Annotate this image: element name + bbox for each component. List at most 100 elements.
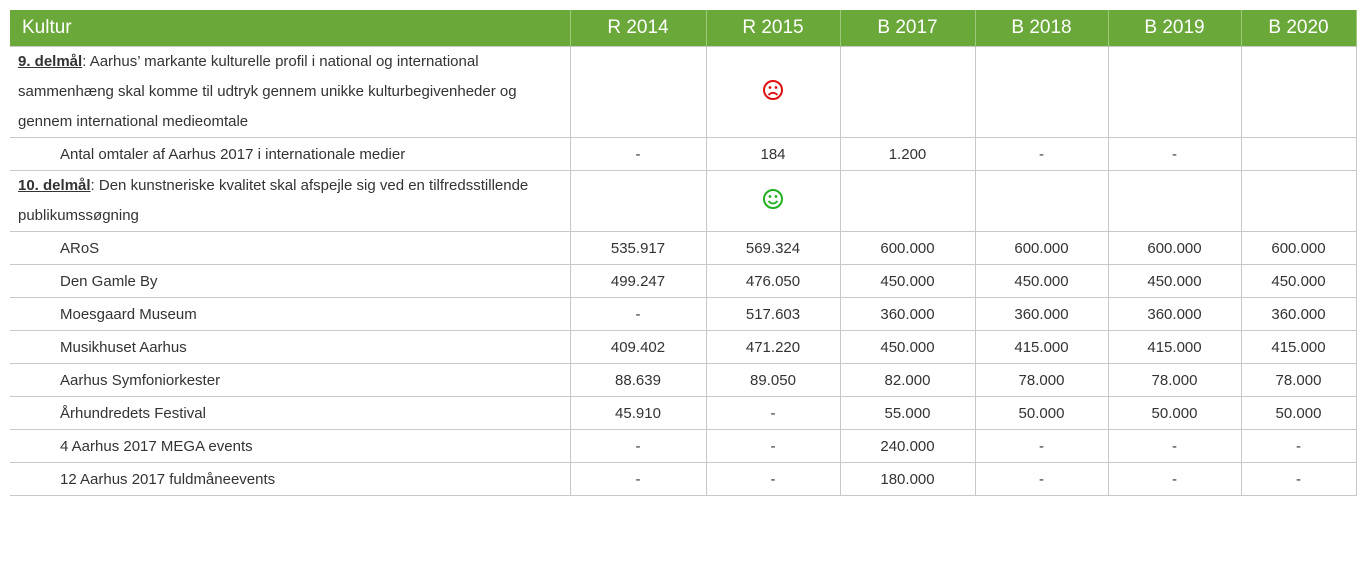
- goal-empty-cell: [840, 46, 976, 138]
- goal-empty-cell: [1108, 46, 1242, 138]
- value-cell: 180.000: [840, 462, 976, 496]
- data-row: ARoS 535.917 569.324 600.000 600.000 600.000 6…: [10, 231, 1357, 265]
- goal-empty-cell: [570, 46, 707, 138]
- goal-empty-cell: [1108, 170, 1242, 232]
- value-cell: -: [1108, 137, 1242, 171]
- value-cell: 88.639: [570, 363, 707, 397]
- goal-label: 10. delmål: [18, 177, 91, 194]
- value-cell: 600.000: [1108, 231, 1242, 265]
- value-cell: 89.050: [706, 363, 841, 397]
- value-cell: 450.000: [840, 264, 976, 298]
- value-cell: -: [1241, 429, 1357, 463]
- goal-empty-cell: [840, 170, 976, 232]
- value-cell: -: [570, 297, 707, 331]
- row-name: 4 Aarhus 2017 MEGA events: [10, 429, 571, 463]
- value-cell: 1.200: [840, 137, 976, 171]
- goal-description: : Aarhus’ markante kulturelle profil i n…: [18, 53, 517, 130]
- value-cell: 415.000: [1241, 330, 1357, 364]
- row-name: Den Gamle By: [10, 264, 571, 298]
- value-cell: 360.000: [1241, 297, 1357, 331]
- value-cell: -: [706, 429, 841, 463]
- value-cell: 360.000: [975, 297, 1109, 331]
- row-name: Århundredets Festival: [10, 396, 571, 430]
- row-name: 12 Aarhus 2017 fuldmåneevents: [10, 462, 571, 496]
- value-cell: 78.000: [1108, 363, 1242, 397]
- table: Kultur R 2014 R 2015 B 2017 B 2018 B 2019 B 20…: [10, 10, 1357, 496]
- header-cell: B 2018: [975, 10, 1109, 47]
- status-icon: [763, 80, 783, 100]
- value-cell: 600.000: [840, 231, 976, 265]
- row-name: Musikhuset Aarhus: [10, 330, 571, 364]
- goal-description: : Den kunstneriske kvalitet skal afspejl…: [18, 177, 529, 224]
- goal-empty-cell: [570, 170, 707, 232]
- data-row: Musikhuset Aarhus 409.402 471.220 450.000 41…: [10, 330, 1357, 364]
- value-cell: 50.000: [1108, 396, 1242, 430]
- value-cell: 360.000: [840, 297, 976, 331]
- header-cell: R 2015: [706, 10, 841, 47]
- value-cell: 600.000: [975, 231, 1109, 265]
- goal-empty-cell: [706, 46, 841, 138]
- goal-empty-cell: [706, 170, 841, 232]
- value-cell: 55.000: [840, 396, 976, 430]
- value-cell: 50.000: [1241, 396, 1357, 430]
- value-cell: 415.000: [1108, 330, 1242, 364]
- value-cell: 499.247: [570, 264, 707, 298]
- goal-row: 10. delmål: Den kunstneriske kvalitet sk…: [10, 170, 1357, 232]
- goal-row: 9. delmål: Aarhus’ markante kulturelle p…: [10, 46, 1357, 138]
- header-cell: R 2014: [570, 10, 707, 47]
- goal-empty-cell: [1241, 170, 1357, 232]
- value-cell: 450.000: [975, 264, 1109, 298]
- empty-cell: [1241, 137, 1357, 171]
- value-cell: -: [570, 429, 707, 463]
- value-cell: -: [975, 429, 1109, 463]
- header-cell: Kultur: [10, 10, 571, 47]
- goal-empty-cell: [1241, 46, 1357, 138]
- value-cell: 45.910: [570, 396, 707, 430]
- value-cell: -: [706, 396, 841, 430]
- data-row: Århundredets Festival 45.910-55.000 50.000…: [10, 396, 1357, 430]
- goal-label: 9. delmål: [18, 53, 83, 70]
- goal-cell: 9. delmål: Aarhus’ markante kulturelle p…: [10, 46, 571, 138]
- value-cell: 184: [706, 137, 841, 171]
- value-cell: 450.000: [1108, 264, 1242, 298]
- value-cell: 569.324: [706, 231, 841, 265]
- header-cell: B 2020: [1241, 10, 1357, 47]
- data-row: Antal omtaler af Aarhus 2017 i internati…: [10, 137, 1357, 171]
- data-row: Den Gamle By 499.247 476.050 450.000 450.000…: [10, 264, 1357, 298]
- value-cell: 471.220: [706, 330, 841, 364]
- data-row: Aarhus Symfoniorkester 88.639 89.050 82.000…: [10, 363, 1357, 397]
- value-cell: -: [706, 462, 841, 496]
- value-cell: -: [570, 462, 707, 496]
- data-row: 12 Aarhus 2017 fuldmåneevents - -180.000- -…: [10, 462, 1357, 496]
- goal-text: 9. delmål: Aarhus’ markante kulturelle p…: [18, 47, 538, 137]
- row-name: ARoS: [10, 231, 571, 265]
- goal-text: 10. delmål: Den kunstneriske kvalitet sk…: [18, 171, 538, 231]
- value-cell: 450.000: [1241, 264, 1357, 298]
- header-row: Kultur R 2014 R 2015 B 2017 B 2018 B 2019 B 20…: [10, 10, 1357, 47]
- value-cell: 517.603: [706, 297, 841, 331]
- value-cell: -: [975, 462, 1109, 496]
- goal-cell: 10. delmål: Den kunstneriske kvalitet sk…: [10, 170, 571, 232]
- value-cell: -: [1241, 462, 1357, 496]
- value-cell: -: [975, 137, 1109, 171]
- header-cell: B 2017: [840, 10, 976, 47]
- table-body: 9. delmål: Aarhus’ markante kulturelle p…: [10, 46, 1357, 496]
- value-cell: 450.000: [840, 330, 976, 364]
- value-cell: -: [570, 137, 707, 171]
- value-cell: 415.000: [975, 330, 1109, 364]
- row-name: Aarhus Symfoniorkester: [10, 363, 571, 397]
- data-row: 4 Aarhus 2017 MEGA events - -240.000- - -: [10, 429, 1357, 463]
- row-name: Moesgaard Museum: [10, 297, 571, 331]
- data-row: Moesgaard Museum -517.603 360.000 360.000 36…: [10, 297, 1357, 331]
- value-cell: -: [1108, 462, 1242, 496]
- row-name: Antal omtaler af Aarhus 2017 i internati…: [10, 137, 571, 171]
- goal-empty-cell: [975, 170, 1109, 232]
- value-cell: 535.917: [570, 231, 707, 265]
- value-cell: 78.000: [1241, 363, 1357, 397]
- value-cell: 50.000: [975, 396, 1109, 430]
- goal-empty-cell: [975, 46, 1109, 138]
- header-cell: B 2019: [1108, 10, 1242, 47]
- value-cell: 600.000: [1241, 231, 1357, 265]
- value-cell: -: [1108, 429, 1242, 463]
- value-cell: 240.000: [840, 429, 976, 463]
